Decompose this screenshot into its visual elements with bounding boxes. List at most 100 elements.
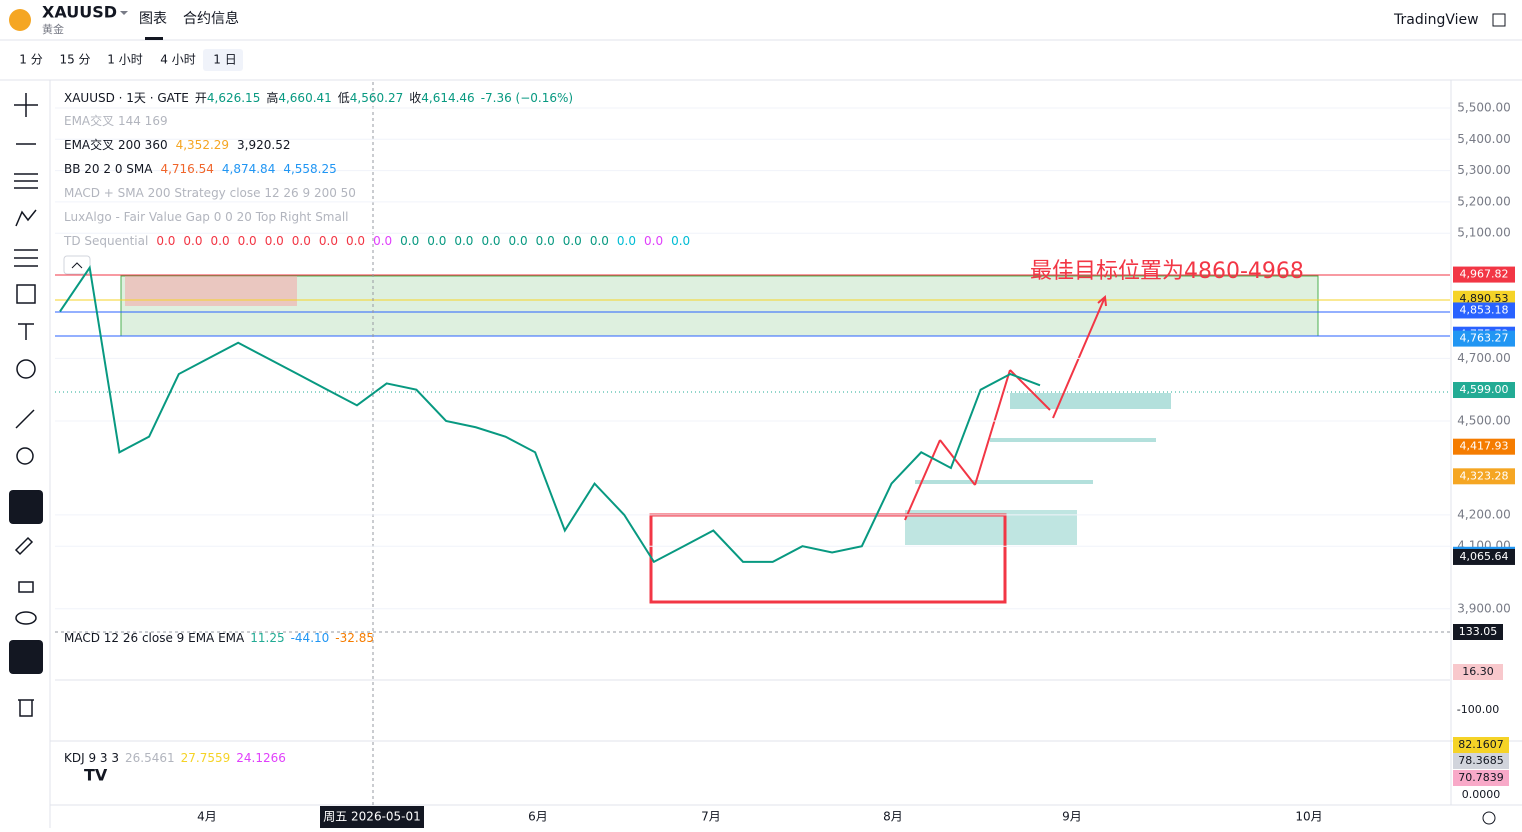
tool-icon[interactable] (14, 93, 38, 117)
macd-tag (1453, 702, 1503, 718)
tool-icon[interactable] (14, 173, 38, 189)
kdj-tag (1453, 737, 1509, 753)
kdj-tag-label: 78.3685 (1458, 754, 1504, 767)
legend-value: TD Sequential (63, 234, 148, 248)
tool-icon[interactable] (18, 581, 34, 593)
y-tick-label: 5,100.00 (1457, 226, 1510, 240)
price-tag-label: 4,763.27 (1460, 332, 1509, 345)
settings-icon[interactable] (1482, 811, 1496, 825)
interval[interactable]: 1 小时 (107, 53, 142, 67)
legend-value: 0.0 (454, 234, 473, 248)
legend-value: 0.0 (373, 234, 392, 248)
magnet-active[interactable] (9, 490, 43, 524)
legend-value: 26.5461 (125, 751, 175, 765)
left-toolbar (14, 93, 38, 717)
legend-value: 0.0 (319, 234, 338, 248)
legend-row: MACD + SMA 200 Strategy close 12 26 9 20… (64, 186, 356, 200)
kdj-tag (1453, 787, 1509, 803)
legend-row: TD Sequential 0.0 0.0 0.0 0.0 0.0 0.0 0.0 0.0 0.0… (63, 234, 690, 248)
tool-icon[interactable] (15, 611, 37, 625)
tool-icon[interactable] (18, 699, 34, 717)
tool-icon[interactable] (16, 284, 36, 304)
legend-value: 0.0 (563, 234, 582, 248)
tool-icon[interactable] (15, 209, 37, 227)
legend-row: EMA交叉 144 169 (64, 113, 168, 128)
y-tick-label: 4,200.00 (1457, 507, 1510, 521)
tool-icon[interactable] (14, 536, 34, 556)
tool-icon[interactable] (18, 323, 34, 340)
legend-value: 0.0 (617, 234, 636, 248)
subtitle: 黄金 (42, 22, 64, 36)
y-tick-label: 5,300.00 (1457, 163, 1510, 177)
tool-icon[interactable] (16, 447, 34, 465)
price-tag-label: 4,599.00 (1460, 383, 1509, 396)
y-tick-label: 5,500.00 (1457, 101, 1510, 115)
collapse-button[interactable] (63, 255, 91, 275)
legend-value: 4,614.46 (421, 91, 474, 105)
legend-value: 0.0 (671, 234, 690, 248)
legend-value: 开 (195, 91, 207, 105)
legend-value: 4,626.15 (207, 91, 260, 105)
price-tag (1453, 382, 1515, 399)
tab-underline (145, 37, 163, 40)
symbol[interactable]: XAUUSD (42, 3, 117, 22)
price-tag-label: 4,065.64 (1460, 550, 1509, 563)
logo[interactable] (9, 9, 31, 31)
legend-row: MACD 12 26 close 9 EMA EMA 11.25 -44.10 -32… (64, 631, 374, 645)
macd-tag-label: 133.05 (1459, 625, 1498, 638)
kdj-tag (1453, 753, 1509, 769)
annotation: 最佳目标位置为4860-4968 (1030, 259, 1304, 284)
kdj-tag-label: 82.1607 (1458, 738, 1504, 751)
tool-icon[interactable] (15, 409, 35, 429)
price-tag (1453, 548, 1515, 565)
legend-value: XAUUSD · 1天 · GATE (64, 91, 189, 105)
x-tick-label: 8月 (883, 810, 903, 824)
legend-value: EMA交叉 144 169 (64, 113, 168, 128)
legend-value: 0.0 (536, 234, 555, 248)
interval-active (203, 49, 243, 71)
kdj-tag-label: 70.7839 (1458, 771, 1504, 784)
legend-value: 4,660.41 (278, 91, 331, 105)
brand[interactable]: TradingView (1393, 12, 1479, 28)
legend-value: 0.0 (183, 234, 202, 248)
interval[interactable]: 1 日 (213, 53, 236, 67)
interval[interactable]: 4 小时 (160, 53, 195, 67)
watermark: TV (84, 766, 108, 785)
price-tag-label: 4,323.28 (1460, 469, 1509, 482)
legend-value: 4,352.29 (176, 138, 229, 152)
x-tick-label: 6月 (528, 810, 548, 824)
checkbox[interactable] (1492, 13, 1506, 27)
tab[interactable]: 图表 (139, 11, 167, 27)
tool-icon[interactable] (16, 359, 36, 379)
y-tick-label: 4,500.00 (1457, 414, 1510, 428)
legend-row: KDJ 9 3 3 26.5461 27.7559 24.1266 (64, 751, 286, 765)
legend-value: 27.7559 (181, 751, 231, 765)
close-line (59, 264, 1041, 564)
legend-value: 0.0 (238, 234, 257, 248)
macd-tag (1453, 664, 1503, 680)
legend-value: 4,558.25 (283, 162, 336, 176)
legend-value: KDJ 9 3 3 (64, 751, 119, 765)
arrow-head (1097, 295, 1107, 307)
legend-value: 0.0 (427, 234, 446, 248)
dropdown[interactable] (120, 11, 128, 15)
legend-value: 0.0 (644, 234, 663, 248)
crosshair-date-bg (320, 806, 424, 828)
legend-value: 0.0 (346, 234, 365, 248)
trend-arrow (904, 296, 1106, 521)
interval[interactable]: 15 分 (59, 53, 90, 67)
tab[interactable]: 合约信息 (183, 10, 239, 27)
tool-icon[interactable] (14, 249, 38, 267)
price-tag-label: 4,890.53 (1460, 292, 1509, 305)
x-tick-label: 9月 (1062, 810, 1082, 824)
legend-value: 4,716.54 (160, 162, 213, 176)
legend-row: XAUUSD · 1天 · GATE 开4,626.15 高4,660.41 低4,5… (64, 90, 573, 105)
kdj-tag-label: 0.0000 (1462, 788, 1501, 801)
interval[interactable]: 1 分 (19, 53, 42, 67)
price-tag (1453, 438, 1515, 455)
legend-value: 4,874.84 (222, 162, 275, 176)
link-active[interactable] (9, 640, 43, 674)
legend-value: 0.0 (211, 234, 230, 248)
legend-value: BB 20 2 0 SMA (64, 162, 153, 176)
